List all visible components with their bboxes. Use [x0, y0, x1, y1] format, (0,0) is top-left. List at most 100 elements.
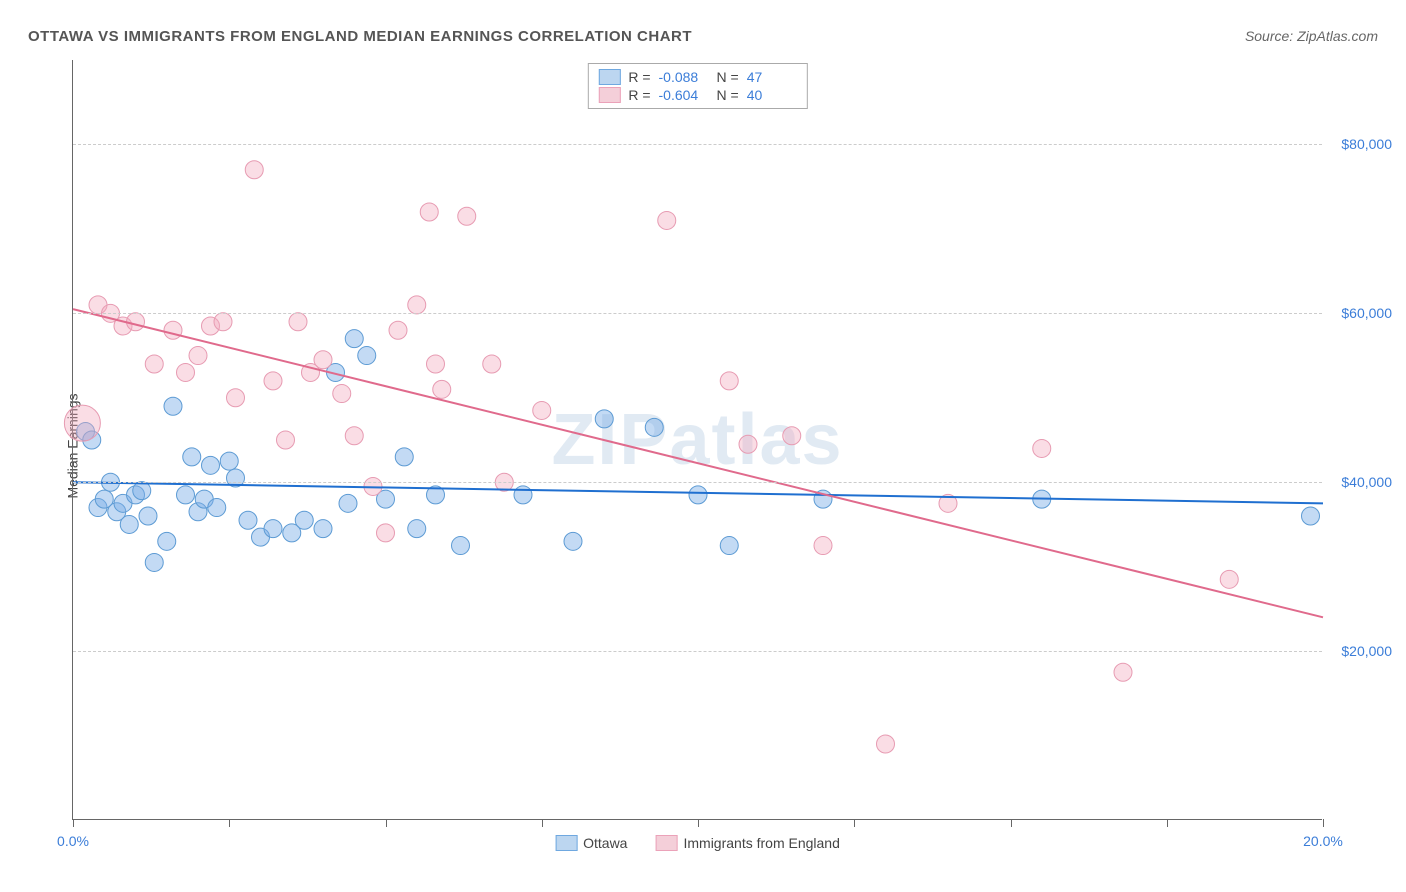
legend-label-series2: Immigrants from England [683, 835, 839, 851]
chart-title: OTTAWA VS IMMIGRANTS FROM ENGLAND MEDIAN… [28, 28, 692, 45]
n-label: N = [717, 87, 739, 103]
data-point [420, 203, 438, 221]
data-point [395, 448, 413, 466]
x-tick [73, 819, 74, 827]
data-point [533, 401, 551, 419]
data-point [1033, 439, 1051, 457]
data-point [64, 405, 100, 441]
data-point [214, 313, 232, 331]
x-tick [698, 819, 699, 827]
data-point [164, 321, 182, 339]
data-point [177, 363, 195, 381]
data-point [483, 355, 501, 373]
data-point [345, 427, 363, 445]
r-value-series2: -0.604 [659, 87, 709, 103]
n-value-series2: 40 [747, 87, 797, 103]
data-point [783, 427, 801, 445]
data-point [408, 520, 426, 538]
data-point [1220, 570, 1238, 588]
data-point [877, 735, 895, 753]
source-label: Source: ZipAtlas.com [1245, 28, 1378, 44]
data-point [295, 511, 313, 529]
data-point [408, 296, 426, 314]
legend-correlation: R = -0.088 N = 47 R = -0.604 N = 40 [587, 63, 807, 109]
plot-svg [73, 60, 1322, 819]
data-point [339, 494, 357, 512]
chart-container: OTTAWA VS IMMIGRANTS FROM ENGLAND MEDIAN… [20, 20, 1386, 872]
data-point [720, 372, 738, 390]
y-tick-label: $40,000 [1332, 474, 1392, 490]
data-point [433, 380, 451, 398]
legend-row-series2: R = -0.604 N = 40 [598, 86, 796, 104]
data-point [658, 211, 676, 229]
data-point [814, 537, 832, 555]
legend-item-series2: Immigrants from England [655, 835, 839, 851]
x-tick-label: 0.0% [57, 833, 89, 849]
r-label: R = [628, 87, 650, 103]
x-tick [542, 819, 543, 827]
data-point [277, 431, 295, 449]
legend-label-series1: Ottawa [583, 835, 627, 851]
data-point [427, 355, 445, 373]
data-point [1302, 507, 1320, 525]
data-point [739, 435, 757, 453]
y-tick-label: $80,000 [1332, 136, 1392, 152]
y-tick-label: $60,000 [1332, 305, 1392, 321]
data-point [177, 486, 195, 504]
gridline-h [73, 313, 1322, 314]
swatch-series1-bottom [555, 835, 577, 851]
data-point [202, 456, 220, 474]
data-point [120, 515, 138, 533]
data-point [289, 313, 307, 331]
gridline-h [73, 651, 1322, 652]
gridline-h [73, 482, 1322, 483]
swatch-series2-bottom [655, 835, 677, 851]
trend-line [73, 309, 1323, 617]
x-tick [1323, 819, 1324, 827]
data-point [452, 537, 470, 555]
swatch-series2 [598, 87, 620, 103]
data-point [314, 520, 332, 538]
data-point [333, 385, 351, 403]
data-point [1114, 663, 1132, 681]
x-tick [1167, 819, 1168, 827]
data-point [145, 355, 163, 373]
swatch-series1 [598, 69, 620, 85]
data-point [127, 313, 145, 331]
data-point [239, 511, 257, 529]
r-value-series1: -0.088 [659, 69, 709, 85]
data-point [345, 330, 363, 348]
x-tick [386, 819, 387, 827]
data-point [377, 524, 395, 542]
n-label: N = [717, 69, 739, 85]
data-point [164, 397, 182, 415]
data-point [208, 499, 226, 517]
data-point [458, 207, 476, 225]
data-point [220, 452, 238, 470]
data-point [227, 389, 245, 407]
x-tick [854, 819, 855, 827]
n-value-series1: 47 [747, 69, 797, 85]
data-point [314, 351, 332, 369]
data-point [139, 507, 157, 525]
data-point [689, 486, 707, 504]
data-point [264, 520, 282, 538]
legend-row-series1: R = -0.088 N = 47 [598, 68, 796, 86]
data-point [595, 410, 613, 428]
data-point [645, 418, 663, 436]
legend-series: Ottawa Immigrants from England [555, 835, 840, 851]
data-point [189, 347, 207, 365]
x-tick [229, 819, 230, 827]
plot-area: ZIPatlas R = -0.088 N = 47 R = -0.604 N … [72, 60, 1322, 820]
data-point [158, 532, 176, 550]
data-point [145, 553, 163, 571]
data-point [564, 532, 582, 550]
data-point [264, 372, 282, 390]
y-tick-label: $20,000 [1332, 643, 1392, 659]
x-tick-label: 20.0% [1303, 833, 1343, 849]
data-point [245, 161, 263, 179]
data-point [183, 448, 201, 466]
legend-item-series1: Ottawa [555, 835, 627, 851]
gridline-h [73, 144, 1322, 145]
data-point [720, 537, 738, 555]
